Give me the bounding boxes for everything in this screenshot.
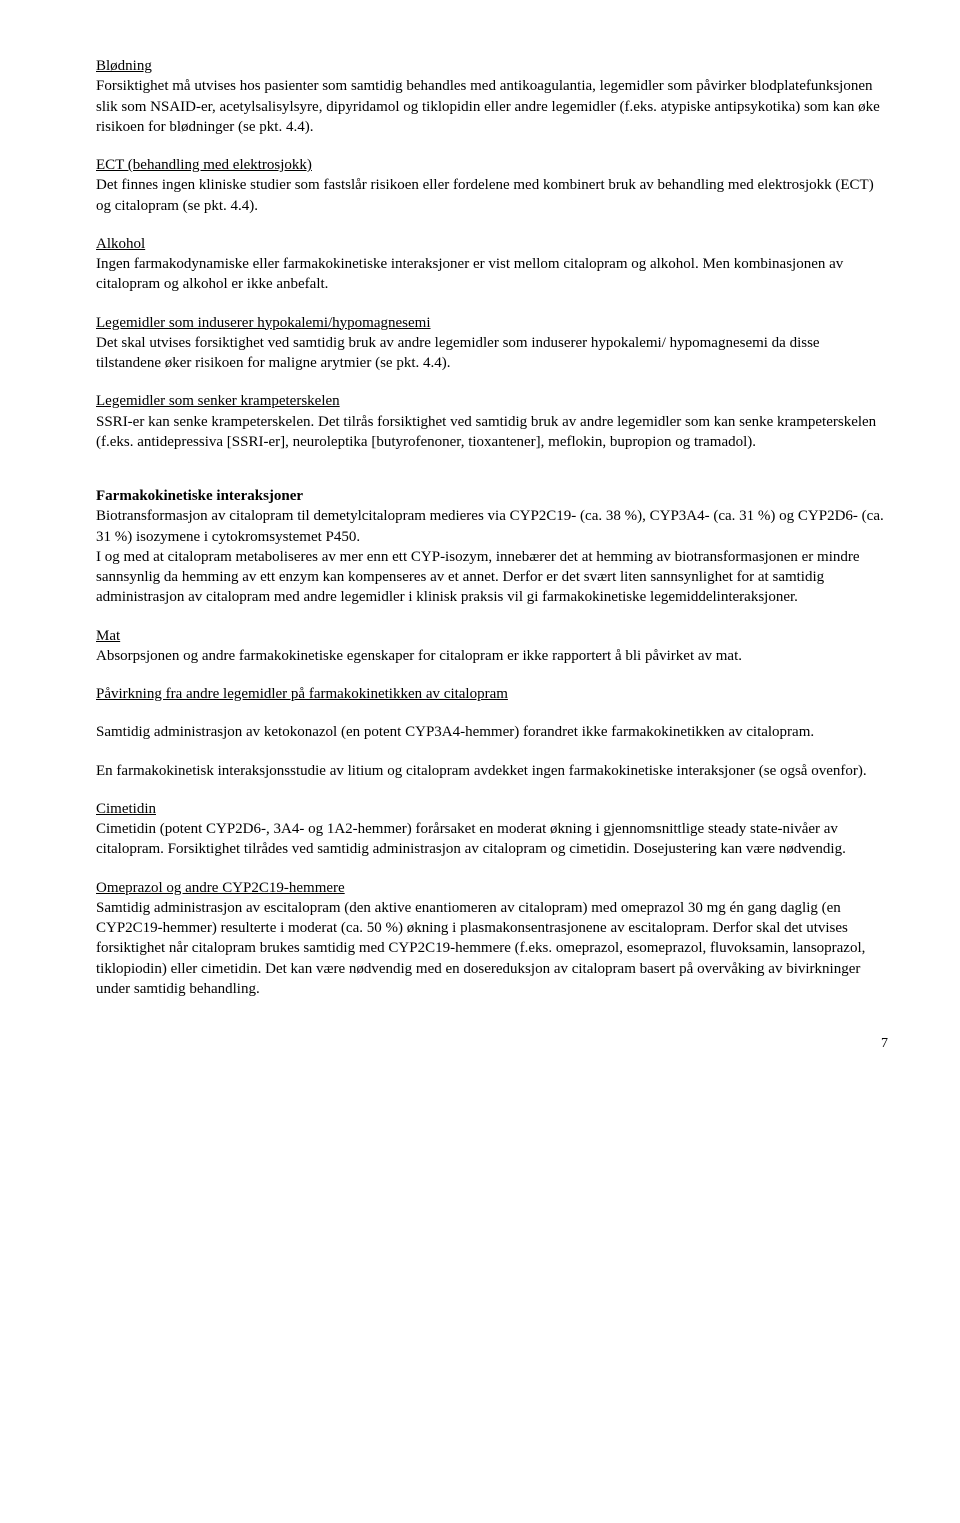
section: Farmakokinetiske interaksjonerBiotransfo… <box>96 486 888 608</box>
section-paragraph: Det skal utvises forsiktighet ved samtid… <box>96 333 888 374</box>
page-number: 7 <box>96 1035 888 1054</box>
section-paragraph: Det finnes ingen kliniske studier som fa… <box>96 175 888 216</box>
section-heading: ECT (behandling med elektrosjokk) <box>96 155 888 175</box>
section: MatAbsorpsjonen og andre farmakokinetisk… <box>96 626 888 667</box>
section-paragraph: Absorpsjonen og andre farmakokinetiske e… <box>96 646 888 666</box>
section: ECT (behandling med elektrosjokk)Det fin… <box>96 155 888 216</box>
section: AlkoholIngen farmakodynamiske eller farm… <box>96 234 888 295</box>
section: Legemidler som induserer hypokalemi/hypo… <box>96 313 888 374</box>
section: Samtidig administrasjon av ketokonazol (… <box>96 722 888 742</box>
section: BlødningForsiktighet må utvises hos pasi… <box>96 56 888 137</box>
section-paragraph: Cimetidin (potent CYP2D6-, 3A4- og 1A2-h… <box>96 819 888 860</box>
section: Påvirkning fra andre legemidler på farma… <box>96 684 888 704</box>
section-paragraph: Biotransformasjon av citalopram til deme… <box>96 506 888 607</box>
section-paragraph: Forsiktighet må utvises hos pasienter so… <box>96 76 888 137</box>
section-paragraph: Ingen farmakodynamiske eller farmakokine… <box>96 254 888 295</box>
section-heading: Farmakokinetiske interaksjoner <box>96 486 888 506</box>
section-heading: Legemidler som senker krampeterskelen <box>96 391 888 411</box>
section-heading: Legemidler som induserer hypokalemi/hypo… <box>96 313 888 333</box>
section: Omeprazol og andre CYP2C19-hemmereSamtid… <box>96 878 888 1000</box>
section: Legemidler som senker krampeterskelenSSR… <box>96 391 888 452</box>
section-heading: Omeprazol og andre CYP2C19-hemmere <box>96 878 888 898</box>
section: En farmakokinetisk interaksjonsstudie av… <box>96 761 888 781</box>
document-content: BlødningForsiktighet må utvises hos pasi… <box>96 56 888 999</box>
section-paragraph: SSRI-er kan senke krampeterskelen. Det t… <box>96 412 888 453</box>
section-heading: Mat <box>96 626 888 646</box>
section: CimetidinCimetidin (potent CYP2D6-, 3A4-… <box>96 799 888 860</box>
section-heading: Cimetidin <box>96 799 888 819</box>
section-heading: Blødning <box>96 56 888 76</box>
section-heading: Påvirkning fra andre legemidler på farma… <box>96 684 888 704</box>
section-paragraph: En farmakokinetisk interaksjonsstudie av… <box>96 761 888 781</box>
section-heading: Alkohol <box>96 234 888 254</box>
section-paragraph: Samtidig administrasjon av escitalopram … <box>96 898 888 999</box>
section-paragraph: Samtidig administrasjon av ketokonazol (… <box>96 722 888 742</box>
